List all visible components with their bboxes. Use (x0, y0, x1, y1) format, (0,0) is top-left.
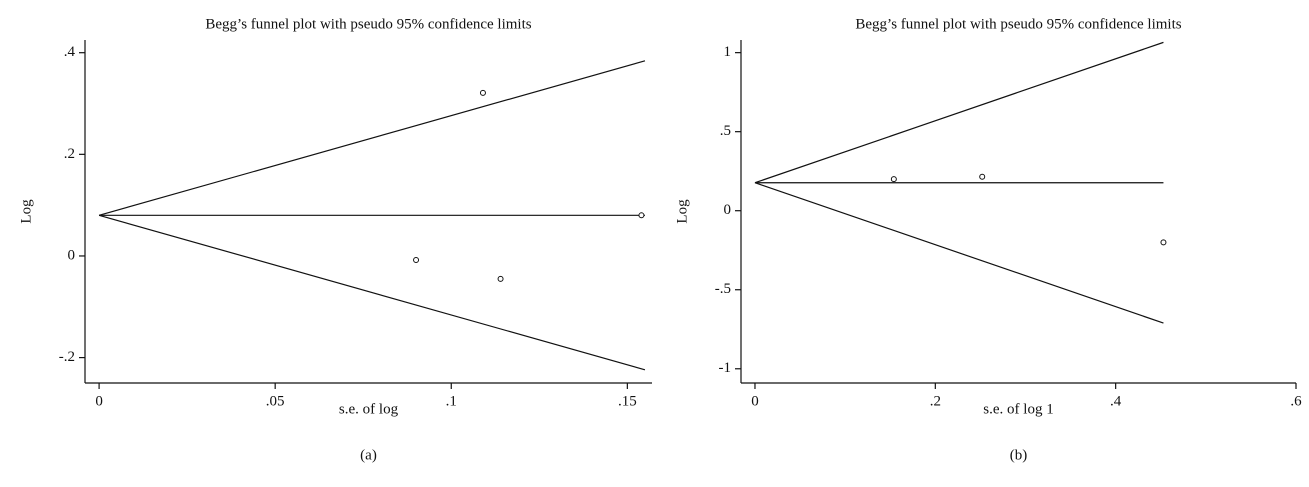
chart-title: Begg’s funnel plot with pseudo 95% confi… (855, 16, 1181, 32)
x-tick-label: .05 (266, 393, 285, 409)
y-tick-label: -1 (719, 360, 732, 376)
funnel-line (98, 60, 646, 216)
x-tick-label: .15 (618, 393, 637, 409)
y-tick-label: 1 (724, 44, 732, 60)
x-tick-label: 0 (95, 393, 103, 409)
x-tick-label: 0 (751, 393, 759, 409)
y-axis-label: Log (674, 199, 690, 224)
study-point (890, 176, 897, 183)
y-axis-label: Log (18, 199, 34, 224)
study-point (413, 257, 420, 264)
x-tick-label: .2 (930, 393, 941, 409)
y-tick-label: 0 (68, 247, 76, 263)
study-point (979, 173, 986, 180)
y-tick-label: -.5 (715, 281, 731, 297)
study-point (1160, 239, 1167, 246)
y-tick-label: -.2 (59, 349, 75, 365)
x-axis-label: s.e. of log (339, 401, 399, 417)
funnel-line (754, 182, 1164, 324)
x-axis-label: s.e. of log 1 (983, 401, 1053, 417)
x-tick-label: .6 (1290, 393, 1302, 409)
y-tick-label: .2 (64, 146, 75, 162)
y-tick-label: .4 (64, 44, 76, 60)
funnel-line (98, 214, 646, 371)
y-tick-label: .5 (720, 123, 731, 139)
study-point (479, 89, 486, 96)
y-tick-label: 0 (724, 202, 732, 218)
study-point (497, 275, 504, 282)
panel-label: (b) (1010, 447, 1028, 463)
x-tick-label: .4 (1110, 393, 1122, 409)
chart-title: Begg’s funnel plot with pseudo 95% confi… (205, 16, 531, 32)
study-point (638, 212, 645, 219)
panel-label: (a) (360, 447, 377, 463)
funnel-line (754, 41, 1164, 184)
x-tick-label: .1 (446, 393, 457, 409)
